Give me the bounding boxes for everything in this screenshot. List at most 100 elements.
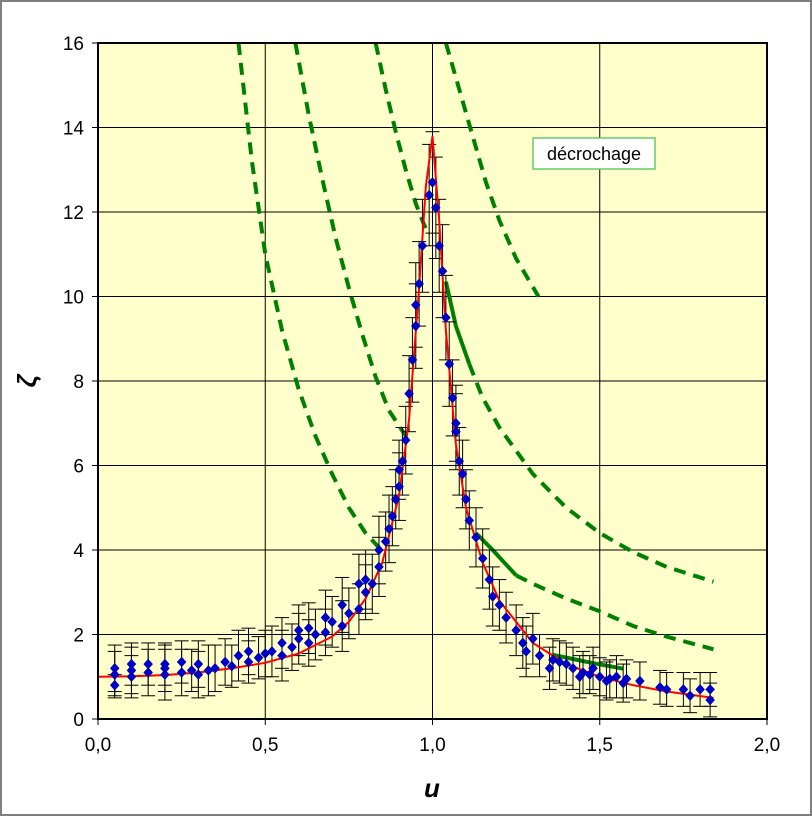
data-point bbox=[354, 578, 364, 590]
data-point bbox=[303, 637, 314, 649]
plot-border bbox=[97, 42, 768, 720]
x-axis-ticks: 0,0 0,5 1,0 1,5 2,0 bbox=[85, 719, 780, 756]
stall-curve-dashed bbox=[467, 363, 715, 584]
x-tick-label: 2,0 bbox=[754, 735, 780, 756]
data-point bbox=[434, 240, 445, 252]
y-tick-label: 16 bbox=[63, 34, 84, 55]
data-point bbox=[176, 656, 187, 668]
data-point bbox=[410, 299, 421, 311]
data-point bbox=[454, 455, 465, 467]
data-point bbox=[303, 622, 314, 634]
data-point bbox=[143, 658, 154, 670]
data-point bbox=[544, 662, 555, 674]
data-point bbox=[511, 624, 521, 636]
data-point bbox=[126, 671, 137, 683]
data-point bbox=[220, 656, 230, 668]
data-point bbox=[705, 684, 715, 695]
data-point bbox=[360, 574, 371, 585]
data-point bbox=[344, 608, 354, 619]
data-point bbox=[380, 536, 391, 547]
data-point bbox=[441, 312, 451, 323]
data-point bbox=[109, 662, 120, 674]
data-point bbox=[477, 553, 488, 564]
data-point bbox=[337, 599, 348, 611]
y-tick-label: 8 bbox=[73, 372, 84, 393]
data-point bbox=[277, 650, 287, 661]
data-point bbox=[186, 665, 197, 676]
data-point bbox=[109, 669, 120, 681]
data-point bbox=[193, 669, 204, 681]
x-axis-title: u bbox=[424, 773, 440, 803]
data-point bbox=[678, 684, 689, 695]
data-point bbox=[374, 544, 384, 556]
data-point bbox=[407, 354, 418, 366]
data-point bbox=[384, 523, 394, 535]
data-point bbox=[517, 637, 528, 649]
data-point bbox=[594, 671, 605, 683]
data-point bbox=[387, 510, 398, 522]
data-point bbox=[210, 662, 220, 674]
data-point bbox=[394, 464, 404, 476]
data-point bbox=[451, 426, 461, 438]
data-point bbox=[484, 574, 495, 585]
data-point bbox=[494, 599, 505, 611]
stall-curve bbox=[373, 43, 428, 230]
stall-curve-dashed bbox=[515, 573, 715, 652]
data-point bbox=[277, 637, 287, 649]
data-point bbox=[461, 493, 471, 505]
data-point bbox=[360, 586, 371, 598]
data-point bbox=[431, 202, 441, 214]
data-point bbox=[109, 679, 120, 691]
data-point bbox=[243, 656, 254, 668]
data-point bbox=[464, 515, 475, 526]
data-point bbox=[447, 392, 458, 404]
data-point bbox=[233, 650, 244, 661]
stall-curve bbox=[293, 43, 408, 438]
y-axis-title: ζ bbox=[12, 373, 42, 387]
y-tick-label: 6 bbox=[73, 457, 84, 478]
data-point bbox=[487, 591, 498, 602]
data-point bbox=[293, 624, 304, 636]
data-point bbox=[397, 455, 408, 467]
data-point bbox=[635, 675, 645, 687]
data-point bbox=[320, 612, 331, 623]
data-point bbox=[394, 481, 404, 492]
data-point bbox=[253, 652, 264, 664]
data-point bbox=[143, 667, 154, 678]
data-point bbox=[444, 358, 455, 370]
data-point bbox=[568, 662, 578, 674]
data-point bbox=[521, 646, 531, 657]
data-point bbox=[267, 646, 277, 657]
stall-curve-solid bbox=[443, 281, 472, 365]
y-tick-label: 0 bbox=[73, 710, 84, 731]
data-point bbox=[374, 561, 384, 573]
x-tick-label: 0,5 bbox=[252, 735, 278, 756]
data-point bbox=[457, 468, 468, 480]
y-axis-ticks: 0 2 4 6 8 10 12 14 16 bbox=[63, 34, 98, 731]
data-point bbox=[611, 671, 622, 683]
stall-curves bbox=[236, 43, 715, 671]
data-point bbox=[400, 434, 411, 446]
data-point bbox=[160, 658, 170, 670]
data-point bbox=[410, 320, 421, 332]
data-point bbox=[176, 667, 187, 678]
stall-curve bbox=[443, 43, 541, 298]
data-point bbox=[427, 177, 438, 188]
y-tick-label: 14 bbox=[63, 119, 85, 140]
data-point bbox=[417, 240, 428, 252]
data-point bbox=[354, 603, 364, 615]
y-tick-label: 10 bbox=[63, 288, 84, 309]
y-tick-label: 2 bbox=[73, 626, 84, 647]
data-point bbox=[243, 646, 254, 657]
data-point bbox=[621, 673, 632, 685]
data-point bbox=[528, 633, 538, 645]
x-tick-label: 1,5 bbox=[587, 735, 613, 756]
data-point bbox=[320, 627, 331, 638]
data-points bbox=[109, 177, 715, 706]
annotation-label: décrochage bbox=[547, 144, 641, 164]
y-tick-label: 4 bbox=[73, 541, 84, 562]
data-point bbox=[695, 684, 705, 695]
data-point bbox=[293, 633, 304, 645]
data-point bbox=[661, 684, 672, 695]
